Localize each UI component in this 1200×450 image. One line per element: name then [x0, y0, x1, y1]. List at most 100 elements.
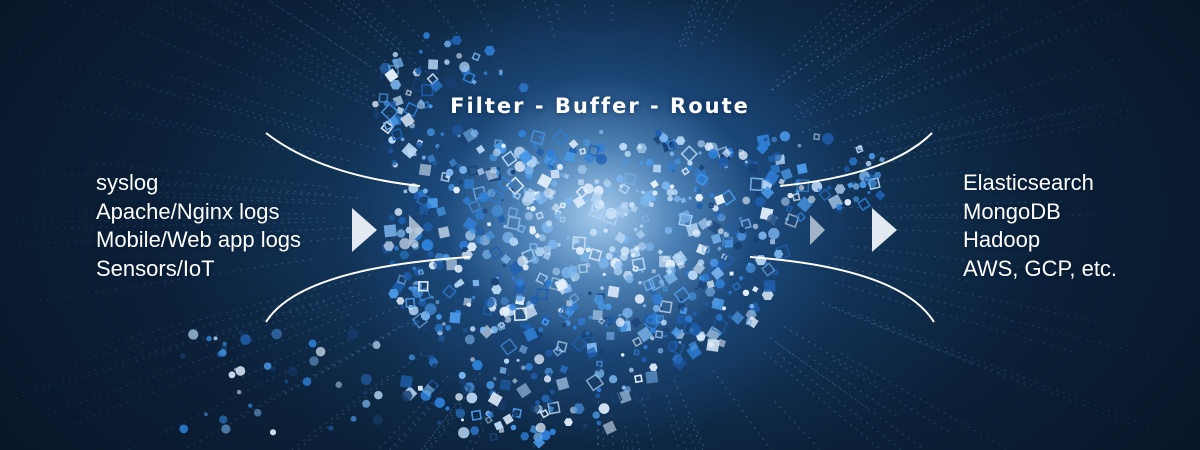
- square-particle: [659, 255, 671, 268]
- square-particle: [633, 385, 651, 403]
- round-particle: [391, 159, 398, 166]
- square-particle: [602, 420, 617, 435]
- round-particle: [492, 376, 497, 381]
- hex-particle: [596, 387, 602, 392]
- round-particle: [379, 75, 384, 81]
- round-particle: [270, 366, 277, 372]
- square-particle: [488, 245, 504, 261]
- square-particle: [407, 285, 414, 291]
- round-particle: [455, 408, 466, 419]
- square-particle: [405, 89, 413, 97]
- round-particle: [309, 356, 319, 366]
- hex-particle: [547, 239, 558, 249]
- hex-particle: [745, 310, 757, 320]
- round-particle: [426, 128, 435, 137]
- round-particle: [400, 305, 405, 309]
- round-particle: [552, 267, 561, 276]
- square-particle: [405, 297, 416, 308]
- hex-particle: [649, 336, 655, 341]
- square-particle: [462, 70, 476, 85]
- hex-particle: [868, 153, 876, 160]
- hex-particle: [390, 80, 402, 90]
- hex-particle: [470, 357, 476, 362]
- light-streak: [873, 323, 1030, 388]
- round-particle: [431, 363, 437, 369]
- square-particle: [585, 244, 590, 249]
- round-particle: [540, 349, 545, 354]
- round-particle: [687, 270, 698, 281]
- hex-particle: [500, 297, 510, 305]
- round-particle: [602, 272, 606, 277]
- square-particle: [417, 280, 429, 292]
- round-particle: [221, 424, 231, 434]
- square-particle: [695, 187, 702, 194]
- square-particle: [709, 192, 715, 198]
- hex-particle: [452, 186, 461, 194]
- hex-particle: [714, 279, 726, 289]
- square-particle: [602, 208, 620, 226]
- square-particle: [497, 176, 513, 192]
- round-particle: [483, 71, 488, 76]
- round-particle: [374, 390, 383, 400]
- round-particle: [572, 325, 577, 330]
- round-particle: [271, 328, 282, 340]
- square-particle: [420, 349, 429, 358]
- light-streak: [94, 274, 371, 348]
- square-particle: [780, 168, 793, 181]
- hex-particle: [518, 83, 529, 92]
- hex-particle: [534, 400, 540, 405]
- square-particle: [614, 202, 631, 219]
- light-streak: [4, 46, 331, 140]
- hex-particle: [834, 184, 846, 194]
- square-particle: [763, 279, 776, 293]
- square-particle: [568, 292, 580, 305]
- right-bottom-curve: [749, 256, 935, 323]
- round-particle: [459, 61, 470, 73]
- square-particle: [559, 202, 566, 209]
- round-particle: [399, 238, 411, 250]
- square-particle: [695, 243, 708, 256]
- light-streak: [610, 414, 614, 450]
- light-streak: [205, 293, 361, 346]
- round-particle: [673, 253, 679, 258]
- square-particle: [522, 191, 536, 204]
- hex-particle: [645, 159, 654, 166]
- light-streak: [825, 0, 925, 66]
- light-streak: [843, 16, 1004, 96]
- round-particle: [535, 422, 546, 433]
- hex-particle: [704, 142, 714, 151]
- square-particle: [578, 179, 584, 186]
- square-particle: [561, 352, 568, 359]
- square-particle: [471, 52, 481, 62]
- round-particle: [228, 371, 236, 379]
- square-particle: [648, 201, 655, 208]
- destination-item: MongoDB: [963, 198, 1061, 224]
- hex-particle: [401, 390, 413, 401]
- hex-particle: [633, 245, 640, 251]
- light-streak: [795, 0, 858, 52]
- round-particle: [504, 315, 512, 323]
- square-particle: [632, 265, 639, 273]
- round-particle: [660, 319, 667, 326]
- square-particle: [502, 413, 514, 425]
- light-streak: [636, 434, 640, 450]
- round-particle: [853, 196, 860, 203]
- hex-particle: [733, 242, 743, 250]
- diagram-title: Filter - Buffer - Route: [450, 94, 750, 118]
- square-particle: [591, 203, 600, 212]
- hex-particle: [383, 241, 395, 251]
- square-particle: [631, 336, 643, 348]
- light-streak: [554, 0, 560, 20]
- square-particle: [536, 173, 553, 189]
- round-particle: [715, 313, 723, 321]
- square-particle: [518, 344, 528, 354]
- left-bottom-curve: [265, 256, 471, 323]
- round-particle: [669, 184, 675, 189]
- hex-particle: [787, 193, 794, 199]
- hex-particle: [675, 136, 686, 145]
- square-particle: [518, 149, 533, 165]
- light-streak: [50, 100, 326, 159]
- round-particle: [206, 335, 212, 342]
- light-streak: [165, 72, 340, 131]
